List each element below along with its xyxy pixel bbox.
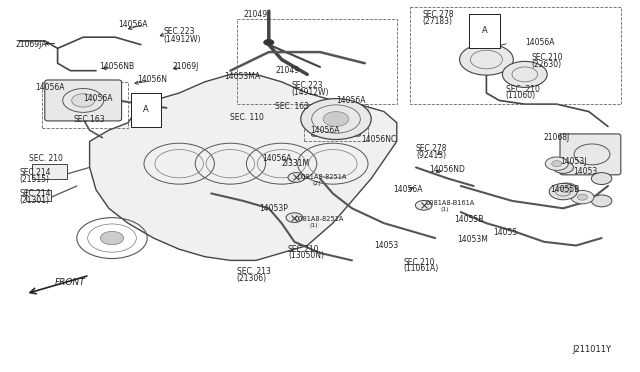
- Circle shape: [553, 161, 573, 173]
- Circle shape: [286, 213, 303, 222]
- Circle shape: [571, 190, 594, 204]
- Text: 14055B: 14055B: [550, 185, 580, 194]
- Text: SEC. 110: SEC. 110: [230, 113, 264, 122]
- Text: 14056A: 14056A: [394, 185, 423, 194]
- Circle shape: [264, 39, 274, 45]
- FancyBboxPatch shape: [45, 80, 122, 121]
- Circle shape: [591, 173, 612, 185]
- FancyBboxPatch shape: [560, 134, 621, 175]
- Text: A: A: [482, 26, 487, 35]
- Text: 14053: 14053: [374, 241, 399, 250]
- Text: (13050N): (13050N): [288, 251, 324, 260]
- Circle shape: [577, 194, 588, 200]
- Text: SEC.210: SEC.210: [531, 53, 563, 62]
- Text: 14053J: 14053J: [560, 157, 586, 166]
- FancyBboxPatch shape: [26, 190, 51, 201]
- Circle shape: [502, 61, 547, 87]
- Text: 14053P: 14053P: [259, 204, 288, 213]
- Circle shape: [288, 173, 305, 182]
- Circle shape: [100, 231, 124, 245]
- Text: 14056N: 14056N: [138, 76, 168, 84]
- Text: (11061A): (11061A): [403, 264, 438, 273]
- Text: (14912W): (14912W): [163, 35, 201, 44]
- Text: 14056A: 14056A: [262, 154, 292, 163]
- Text: SEC.278: SEC.278: [416, 144, 447, 153]
- Text: SEC.163: SEC.163: [74, 115, 105, 124]
- Text: SEC. 213: SEC. 213: [237, 267, 271, 276]
- Text: FRONT: FRONT: [54, 278, 85, 287]
- Circle shape: [545, 157, 568, 170]
- Text: 14056A: 14056A: [336, 96, 365, 105]
- Text: (92413): (92413): [416, 151, 446, 160]
- Text: (22630): (22630): [531, 60, 561, 69]
- Text: (11060): (11060): [506, 92, 536, 100]
- Text: 21049: 21049: [243, 10, 268, 19]
- Text: (1): (1): [440, 206, 449, 212]
- Text: 14056NC: 14056NC: [362, 135, 397, 144]
- Text: SEC.210: SEC.210: [403, 258, 435, 267]
- Text: SEC. 210: SEC. 210: [29, 154, 63, 163]
- Text: 14056ND: 14056ND: [429, 165, 465, 174]
- Polygon shape: [90, 74, 397, 260]
- Text: 0081A8-8251A: 0081A8-8251A: [294, 217, 344, 222]
- Text: 14055B: 14055B: [454, 215, 484, 224]
- Text: 14056A: 14056A: [83, 94, 113, 103]
- Circle shape: [552, 161, 562, 167]
- Text: 0081A8-B161A: 0081A8-B161A: [426, 200, 475, 206]
- Text: SEC. 163: SEC. 163: [275, 102, 309, 110]
- Text: A: A: [482, 26, 487, 35]
- Text: 14056A: 14056A: [118, 20, 148, 29]
- Text: 14056NB: 14056NB: [99, 62, 134, 71]
- Text: 14056A: 14056A: [35, 83, 65, 92]
- Text: 14053MA: 14053MA: [224, 72, 260, 81]
- Text: 14053M: 14053M: [458, 235, 488, 244]
- Text: 21068J: 21068J: [544, 133, 570, 142]
- Circle shape: [555, 183, 578, 196]
- Circle shape: [301, 99, 371, 140]
- Text: (27183): (27183): [422, 17, 452, 26]
- Text: A: A: [143, 105, 148, 114]
- Text: SEC.214: SEC.214: [19, 189, 51, 198]
- Circle shape: [460, 44, 513, 75]
- Circle shape: [549, 183, 577, 200]
- Text: 14055: 14055: [493, 228, 517, 237]
- Text: 21069JA: 21069JA: [16, 40, 47, 49]
- Text: 14056A: 14056A: [525, 38, 554, 47]
- Circle shape: [72, 94, 95, 107]
- Text: SEC.214: SEC.214: [19, 169, 51, 177]
- Text: (14912W): (14912W): [291, 88, 329, 97]
- Text: SEC.278: SEC.278: [422, 10, 454, 19]
- Text: A: A: [143, 105, 148, 114]
- Circle shape: [323, 112, 349, 126]
- Text: (21301): (21301): [19, 196, 49, 205]
- Text: 2I331M: 2I331M: [282, 159, 310, 168]
- Circle shape: [415, 201, 432, 210]
- Circle shape: [561, 187, 572, 193]
- Circle shape: [591, 195, 612, 207]
- Text: 0081A8-8251A: 0081A8-8251A: [298, 174, 347, 180]
- Text: J211011Y: J211011Y: [573, 345, 612, 354]
- Text: 21049: 21049: [275, 66, 300, 75]
- Text: (1): (1): [310, 223, 318, 228]
- Text: 21069J: 21069J: [173, 62, 199, 71]
- Text: (21306): (21306): [237, 274, 267, 283]
- FancyBboxPatch shape: [312, 106, 360, 136]
- Text: SEC.223: SEC.223: [163, 27, 195, 36]
- Text: 14056A: 14056A: [310, 126, 340, 135]
- Text: SEC.210: SEC.210: [288, 245, 319, 254]
- Text: (2): (2): [312, 180, 321, 186]
- Text: 14053: 14053: [573, 167, 597, 176]
- Text: SEC.223: SEC.223: [291, 81, 323, 90]
- Text: SEC. 210: SEC. 210: [506, 85, 540, 94]
- FancyBboxPatch shape: [32, 164, 67, 179]
- Text: (21515): (21515): [19, 175, 49, 184]
